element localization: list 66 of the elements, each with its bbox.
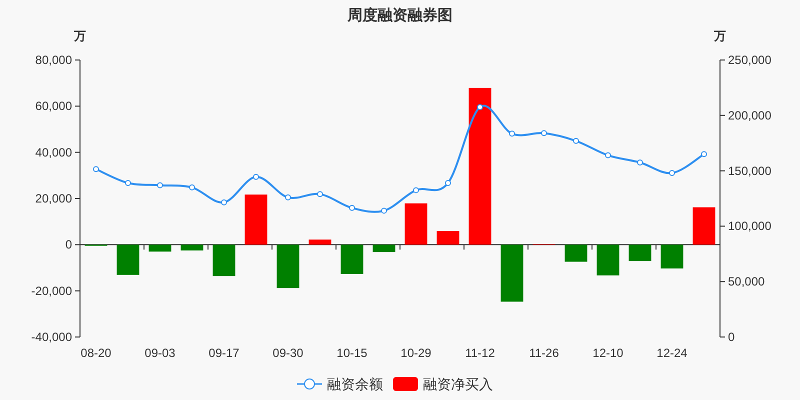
chart-title: 周度融资融券图 bbox=[346, 6, 452, 24]
y2-tick-label: 50,000 bbox=[728, 274, 766, 289]
x-tick-label: 12-24 bbox=[656, 346, 688, 360]
bar bbox=[596, 244, 620, 276]
bar bbox=[436, 231, 460, 245]
y-tick-label: 0 bbox=[65, 238, 72, 252]
y2-tick-label: 0 bbox=[728, 330, 735, 344]
x-tick-label: 09-03 bbox=[144, 346, 176, 360]
y2-tick-label: 250,000 bbox=[728, 53, 772, 67]
bar bbox=[244, 194, 268, 245]
point bbox=[573, 138, 579, 144]
y-tick-label: 60,000 bbox=[35, 99, 72, 114]
legend-label: 融资余额 bbox=[327, 376, 383, 392]
point bbox=[413, 187, 419, 194]
x-tick-label: 10-15 bbox=[336, 346, 368, 360]
y-tick-label: -20,000 bbox=[31, 284, 72, 298]
point bbox=[541, 130, 547, 136]
point bbox=[701, 151, 707, 158]
y2-tick-label: 150,000 bbox=[728, 164, 772, 178]
x-tick-label: 11-26 bbox=[529, 346, 560, 360]
y2-tick-label: 200,000 bbox=[728, 108, 772, 122]
point bbox=[93, 166, 99, 172]
bar bbox=[404, 203, 428, 245]
bar bbox=[660, 244, 684, 268]
point bbox=[477, 104, 483, 110]
bar bbox=[180, 244, 204, 250]
y2-tick-label: 100,000 bbox=[728, 219, 772, 234]
point bbox=[157, 182, 163, 188]
bar bbox=[308, 240, 332, 245]
x-tick-label: 08-20 bbox=[80, 346, 112, 360]
point bbox=[189, 184, 195, 190]
x-tick-label: 09-17 bbox=[208, 346, 240, 360]
y2-axis-title: 万 bbox=[713, 29, 726, 43]
point bbox=[605, 152, 611, 158]
bar bbox=[148, 244, 172, 252]
bar bbox=[212, 244, 236, 276]
point bbox=[125, 180, 131, 186]
point bbox=[381, 208, 387, 214]
x-tick-label: 09-30 bbox=[272, 346, 304, 360]
point bbox=[637, 159, 643, 166]
bar bbox=[340, 244, 364, 274]
legend-label: 融资净买入 bbox=[423, 376, 493, 392]
point bbox=[285, 194, 291, 200]
point bbox=[253, 174, 259, 180]
bar bbox=[564, 244, 588, 262]
x-tick-label: 12-10 bbox=[592, 346, 624, 360]
y-tick-label: 40,000 bbox=[35, 145, 72, 160]
y-tick-label: -40,000 bbox=[31, 330, 72, 344]
bar bbox=[468, 88, 492, 245]
bar bbox=[116, 244, 140, 275]
bar bbox=[628, 244, 652, 262]
bar bbox=[692, 207, 716, 245]
point bbox=[221, 199, 227, 206]
y-tick-label: 20,000 bbox=[35, 192, 72, 206]
y-axis-title: 万 bbox=[73, 29, 86, 43]
x-tick-label: 10-29 bbox=[400, 346, 432, 360]
point bbox=[669, 170, 675, 176]
x-tick-label: 11-12 bbox=[465, 346, 496, 360]
bar bbox=[372, 244, 396, 252]
bar bbox=[276, 244, 300, 288]
y-tick-label: 80,000 bbox=[35, 53, 72, 67]
point bbox=[445, 180, 451, 186]
bar bbox=[500, 244, 524, 302]
point bbox=[509, 130, 515, 137]
point bbox=[349, 204, 355, 211]
point bbox=[317, 191, 323, 198]
